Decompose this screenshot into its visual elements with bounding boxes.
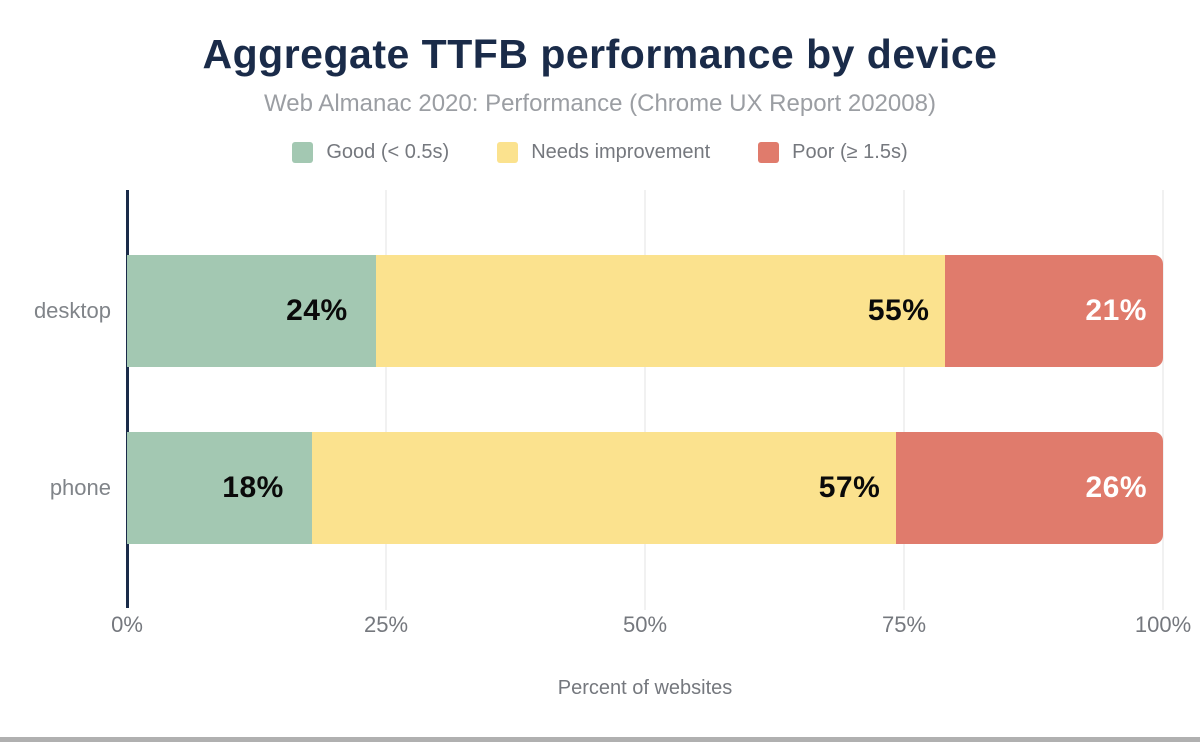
bar-value-label: 26%	[1085, 471, 1147, 504]
legend-swatch-poor	[758, 142, 780, 163]
category-label-phone: phone	[49, 475, 111, 500]
gridline	[903, 190, 905, 610]
legend-label: Poor (≥ 1.5s)	[792, 141, 908, 163]
chart-subtitle: Web Almanac 2020: Performance (Chrome UX…	[264, 90, 936, 117]
legend: Good (< 0.5s) Needs improvement Poor (≥ 1.…	[0, 141, 1200, 164]
bar-value-label: 55%	[867, 294, 930, 327]
legend-item-poor: Poor (≥ 1.5s)	[758, 141, 908, 164]
bar-row-phone: 18% 57% 26%	[127, 432, 1163, 544]
bar-value-label: 18%	[222, 471, 284, 504]
x-tick-label: 50%	[622, 612, 668, 637]
bar-value-label: 21%	[1085, 294, 1147, 327]
bar-row-desktop: 24% 55% 21%	[127, 255, 1163, 367]
x-axis-title: Percent of websites	[557, 677, 733, 699]
legend-label: Good (< 0.5s)	[326, 141, 450, 163]
x-tick-label: 100%	[1134, 612, 1192, 637]
legend-swatch-needs-improvement	[497, 142, 519, 163]
gridline	[644, 190, 646, 610]
legend-item-needs-improvement: Needs improvement	[497, 141, 710, 164]
bar-value-label: 24%	[286, 294, 348, 327]
bar-segment-phone-needs-improvement[interactable]: 57%	[311, 432, 897, 544]
gridline	[385, 190, 387, 610]
category-label-desktop: desktop	[33, 298, 111, 323]
y-axis-labels: desktop phone	[0, 0, 111, 742]
horizontal-scrollbar[interactable]	[0, 737, 1200, 742]
x-tick-label: 75%	[881, 612, 927, 637]
bar-segment-desktop-needs-improvement[interactable]: 55%	[375, 255, 946, 367]
bar-segment-desktop-good[interactable]: 24%	[127, 255, 376, 367]
bar-value-label: 57%	[818, 471, 881, 504]
legend-item-good: Good (< 0.5s)	[292, 141, 449, 164]
legend-swatch-good	[292, 142, 314, 163]
bar-segment-phone-good[interactable]: 18%	[127, 432, 312, 544]
y-axis-line	[126, 190, 129, 608]
plot-area: 24% 55% 21% 18% 57% 26%	[126, 190, 1164, 610]
gridline	[1162, 190, 1164, 610]
chart-title: Aggregate TTFB performance by device	[202, 31, 998, 77]
bar-segment-desktop-poor[interactable]: 21%	[945, 255, 1163, 367]
bar-segment-phone-poor[interactable]: 26%	[896, 432, 1163, 544]
x-tick-label: 25%	[363, 612, 409, 637]
x-tick-label: 0%	[111, 612, 143, 637]
legend-label: Needs improvement	[531, 141, 711, 163]
